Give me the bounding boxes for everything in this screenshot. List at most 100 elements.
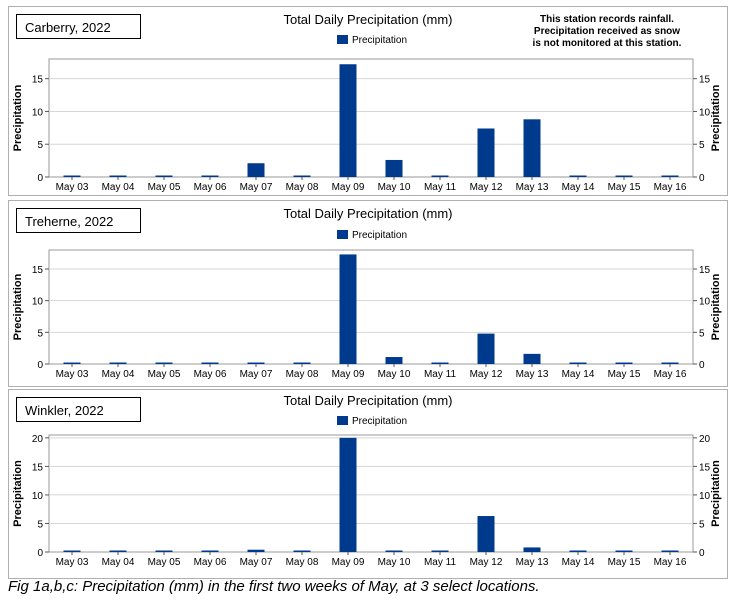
bar-may-14 bbox=[569, 362, 587, 364]
x-tick-label: May 11 bbox=[424, 369, 456, 380]
chart-panel-winkler: Winkler, 2022 Total Daily Precipitation … bbox=[8, 389, 728, 579]
y-tick-label: 15 bbox=[32, 75, 44, 86]
bar-may-14 bbox=[569, 175, 587, 177]
station-note-line: This station records rainfall. bbox=[540, 14, 674, 25]
bar-may-11 bbox=[431, 550, 449, 552]
bar-may-06 bbox=[201, 550, 219, 552]
x-tick-label: May 07 bbox=[240, 369, 273, 380]
legend-label: Precipitation bbox=[352, 230, 407, 241]
chart-winkler: Total Daily Precipitation (mm) Precipitat… bbox=[12, 393, 722, 568]
y-tick-label-right: 0 bbox=[699, 548, 705, 559]
bar-may-16 bbox=[661, 362, 679, 364]
x-tick-label: May 12 bbox=[470, 182, 503, 193]
x-tick-label: May 05 bbox=[148, 369, 181, 380]
x-tick-label: May 09 bbox=[332, 182, 365, 193]
bar-may-08 bbox=[293, 175, 311, 177]
y-tick-label: 5 bbox=[37, 140, 43, 151]
bar-may-05 bbox=[155, 175, 173, 177]
y-tick-label-right: 0 bbox=[699, 360, 705, 371]
y-tick-label: 10 bbox=[32, 297, 44, 308]
x-tick-label: May 03 bbox=[56, 182, 89, 193]
x-tick-label: May 16 bbox=[654, 369, 687, 380]
y-tick-label: 0 bbox=[37, 548, 43, 559]
bar-may-15 bbox=[615, 550, 633, 552]
chart-treherne: Total Daily Precipitation (mm) Precipitat… bbox=[12, 206, 722, 380]
x-tick-label: May 13 bbox=[516, 369, 549, 380]
x-tick-label: May 13 bbox=[516, 557, 549, 568]
bar-may-12 bbox=[477, 128, 495, 177]
bar-may-08 bbox=[293, 362, 311, 364]
bar-may-03 bbox=[63, 175, 81, 177]
x-tick-label: May 15 bbox=[608, 369, 641, 380]
bar-may-07 bbox=[247, 362, 265, 364]
y-tick-label-right: 15 bbox=[699, 462, 711, 473]
station-label: Winkler, 2022 bbox=[16, 397, 141, 422]
y-axis-label: Precipitation bbox=[12, 84, 24, 151]
figure-caption: Fig 1a,b,c: Precipitation (mm) in the fi… bbox=[8, 578, 540, 595]
x-tick-label: May 11 bbox=[424, 557, 456, 568]
chart-panel-carberry: Carberry, 2022 Total Daily Precipitation… bbox=[8, 6, 728, 196]
bar-may-06 bbox=[201, 362, 219, 364]
x-tick-label: May 08 bbox=[286, 369, 319, 380]
bar-may-11 bbox=[431, 362, 449, 364]
x-tick-label: May 03 bbox=[56, 369, 89, 380]
x-tick-label: May 06 bbox=[194, 369, 227, 380]
y-tick-label-right: 15 bbox=[699, 265, 711, 276]
y-tick-label: 0 bbox=[37, 360, 43, 371]
bar-may-05 bbox=[155, 362, 173, 364]
chart-panel-treherne: Treherne, 2022 Total Daily Precipitation… bbox=[8, 200, 728, 387]
x-tick-label: May 14 bbox=[562, 182, 595, 193]
x-tick-label: May 14 bbox=[562, 369, 595, 380]
y-axis-label-right: Precipitation bbox=[710, 460, 722, 527]
x-tick-label: May 08 bbox=[286, 557, 319, 568]
y-tick-label: 10 bbox=[32, 491, 44, 502]
y-axis-label-right: Precipitation bbox=[710, 84, 722, 151]
y-tick-label-right: 15 bbox=[699, 75, 711, 86]
bar-may-07 bbox=[247, 163, 265, 177]
x-tick-label: May 12 bbox=[470, 557, 503, 568]
bar-may-07 bbox=[247, 549, 265, 552]
bar-may-10 bbox=[385, 159, 403, 177]
x-tick-label: May 16 bbox=[654, 182, 687, 193]
legend-label: Precipitation bbox=[352, 35, 407, 46]
y-tick-label: 0 bbox=[37, 173, 43, 184]
x-tick-label: May 03 bbox=[56, 557, 89, 568]
bar-may-05 bbox=[155, 550, 173, 552]
bar-may-08 bbox=[293, 550, 311, 552]
x-tick-label: May 12 bbox=[470, 369, 503, 380]
bar-may-16 bbox=[661, 550, 679, 552]
station-label: Carberry, 2022 bbox=[16, 14, 141, 39]
plot-area bbox=[48, 434, 694, 553]
x-tick-label: May 13 bbox=[516, 182, 549, 193]
bar-may-12 bbox=[477, 333, 495, 364]
y-tick-label: 20 bbox=[32, 434, 44, 445]
bar-may-04 bbox=[109, 362, 127, 364]
x-tick-label: May 04 bbox=[102, 182, 135, 193]
plot-area bbox=[48, 58, 694, 178]
legend-swatch bbox=[337, 230, 348, 239]
legend-label: Precipitation bbox=[352, 416, 407, 427]
x-tick-label: May 16 bbox=[654, 557, 687, 568]
x-tick-label: May 10 bbox=[378, 557, 411, 568]
x-tick-label: May 04 bbox=[102, 369, 135, 380]
y-tick-label-right: 5 bbox=[699, 140, 705, 151]
y-tick-label-right: 0 bbox=[699, 173, 705, 184]
chart-title: Total Daily Precipitation (mm) bbox=[283, 12, 452, 27]
bar-may-11 bbox=[431, 175, 449, 177]
y-tick-label: 15 bbox=[32, 265, 44, 276]
chart-title: Total Daily Precipitation (mm) bbox=[283, 206, 452, 221]
y-tick-label: 5 bbox=[37, 519, 43, 530]
y-tick-label-right: 10 bbox=[699, 297, 711, 308]
bar-may-14 bbox=[569, 550, 587, 552]
y-axis-label-right: Precipitation bbox=[710, 273, 722, 340]
legend-swatch bbox=[337, 416, 348, 425]
chart-carberry: Total Daily Precipitation (mm) This stati… bbox=[12, 12, 722, 193]
bar-may-15 bbox=[615, 362, 633, 364]
x-tick-label: May 09 bbox=[332, 369, 365, 380]
bar-may-04 bbox=[109, 175, 127, 177]
bar-may-16 bbox=[661, 175, 679, 177]
bar-may-09 bbox=[339, 64, 357, 177]
bar-may-13 bbox=[523, 119, 541, 177]
x-tick-label: May 08 bbox=[286, 182, 319, 193]
bar-may-15 bbox=[615, 175, 633, 177]
